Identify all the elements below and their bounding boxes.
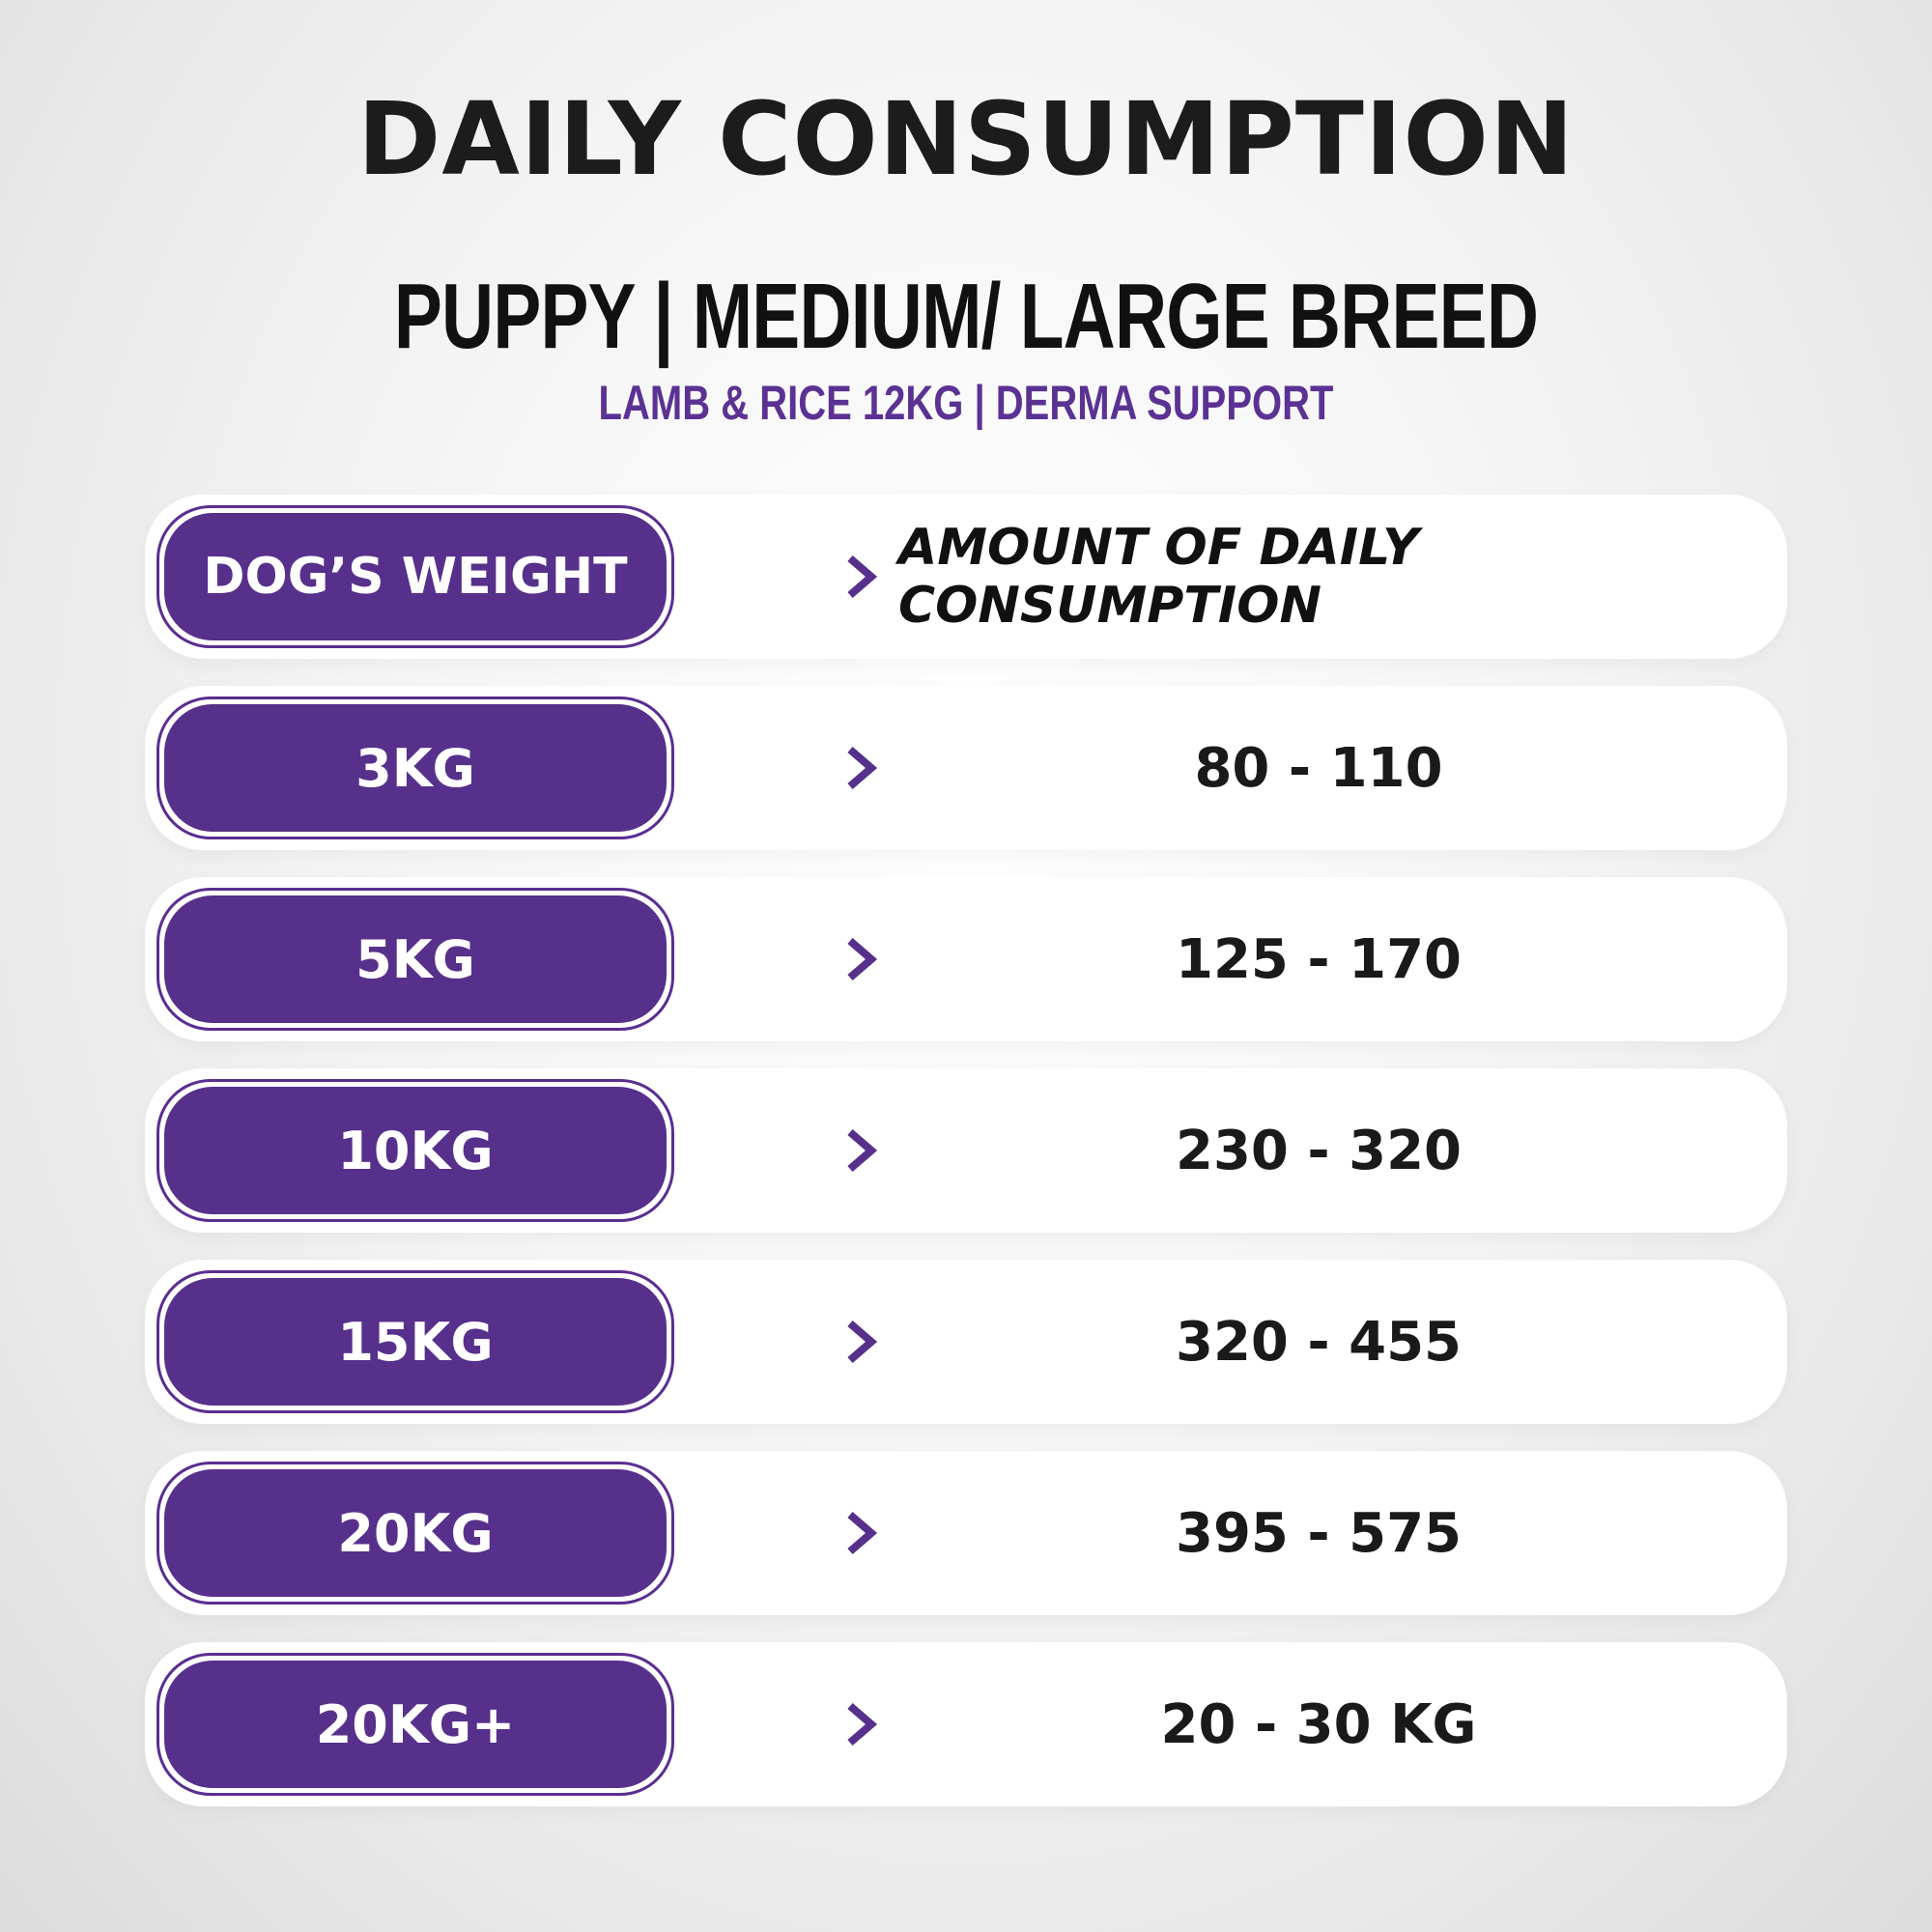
table-row: 10KG 230 - 320	[145, 1068, 1787, 1233]
chevron-right-icon	[847, 554, 878, 599]
weight-label: 3KG	[164, 704, 667, 832]
chevron-right-icon	[847, 1702, 878, 1747]
consumption-table: DOG’S WEIGHT AMOUNT OF DAILY CONSUMPTION…	[145, 495, 1787, 1833]
amount-value: 320 - 455	[1175, 1310, 1463, 1374]
chevron-right-icon	[847, 1128, 878, 1173]
amount-header-label: AMOUNT OF DAILY CONSUMPTION	[898, 519, 1419, 635]
weight-pill: 10KG	[156, 1079, 674, 1222]
weight-pill: 5KG	[156, 888, 674, 1031]
table-row: 15KG 320 - 455	[145, 1260, 1787, 1424]
weight-label: 10KG	[164, 1087, 667, 1214]
chevron-right-icon	[847, 937, 878, 981]
weight-label: 5KG	[164, 895, 667, 1023]
amount-value: 395 - 575	[1175, 1501, 1463, 1565]
amount-value: 80 - 110	[1194, 736, 1443, 800]
amount-value: 20 - 30 KG	[1160, 1692, 1477, 1756]
page-title: DAILY CONSUMPTION	[356, 80, 1576, 198]
weight-label: 20KG	[164, 1469, 667, 1597]
table-header-row: DOG’S WEIGHT AMOUNT OF DAILY CONSUMPTION	[145, 495, 1787, 659]
page-subtitle: PUPPY | MEDIUM/ LARGE BREED	[393, 265, 1539, 368]
weight-pill: 15KG	[156, 1270, 674, 1413]
product-line: LAMB & RICE 12KG | DERMA SUPPORT	[598, 376, 1334, 430]
weight-header-pill: DOG’S WEIGHT	[156, 505, 674, 648]
weight-pill: 3KG	[156, 696, 674, 839]
weight-pill: 20KG	[156, 1462, 674, 1605]
table-row: 20KG+ 20 - 30 KG	[145, 1642, 1787, 1806]
weight-label: 20KG+	[164, 1661, 667, 1788]
chevron-right-icon	[847, 1320, 878, 1364]
table-row: 5KG 125 - 170	[145, 877, 1787, 1041]
table-row: 20KG 395 - 575	[145, 1451, 1787, 1615]
chevron-right-icon	[847, 746, 878, 790]
weight-label: 15KG	[164, 1278, 667, 1406]
weight-pill: 20KG+	[156, 1653, 674, 1796]
amount-value: 125 - 170	[1175, 927, 1463, 991]
chevron-right-icon	[847, 1511, 878, 1555]
weight-header-label: DOG’S WEIGHT	[164, 513, 667, 640]
table-row: 3KG 80 - 110	[145, 686, 1787, 850]
amount-value: 230 - 320	[1175, 1119, 1463, 1182]
